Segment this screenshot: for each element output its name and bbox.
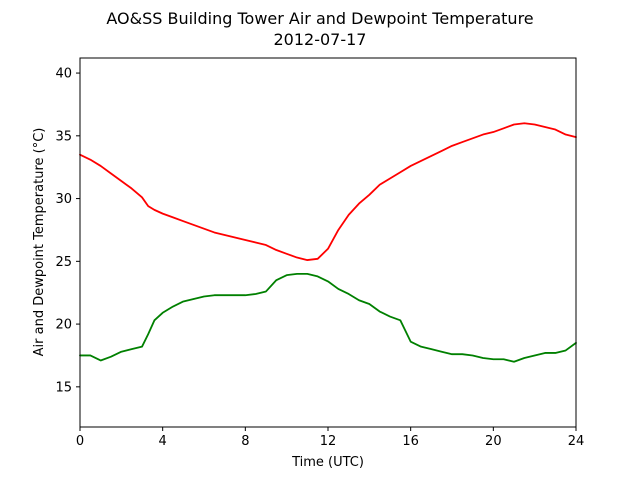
- chart-subtitle: 2012-07-17: [274, 30, 367, 49]
- y-tick-label: 30: [55, 192, 72, 207]
- x-tick-label: 0: [76, 434, 84, 449]
- x-tick-label: 4: [159, 434, 167, 449]
- series-line-0: [79, 122, 577, 261]
- y-tick-label: 40: [55, 67, 72, 82]
- y-tick-label: 25: [55, 255, 72, 270]
- series-line-1: [79, 272, 577, 363]
- x-tick-label: 12: [320, 434, 337, 449]
- plot-frame: [79, 57, 577, 428]
- x-axis-label: Time (UTC): [291, 455, 364, 470]
- y-tick-label: 20: [55, 318, 72, 333]
- chart-title: AO&SS Building Tower Air and Dewpoint Te…: [106, 9, 533, 28]
- y-tick-label: 35: [55, 129, 72, 144]
- x-tick-label: 8: [241, 434, 249, 449]
- y-axis: 15 20 25 30 35 40: [55, 67, 80, 395]
- x-axis: 0 4 8 12 16 20 24: [76, 427, 584, 449]
- x-tick-label: 20: [485, 434, 502, 449]
- y-tick-label: 15: [55, 380, 72, 395]
- series-layer: [79, 122, 577, 363]
- y-axis-label: Air and Dewpoint Temperature (°C): [32, 128, 47, 357]
- x-tick-label: 24: [568, 434, 585, 449]
- x-tick-label: 16: [402, 434, 419, 449]
